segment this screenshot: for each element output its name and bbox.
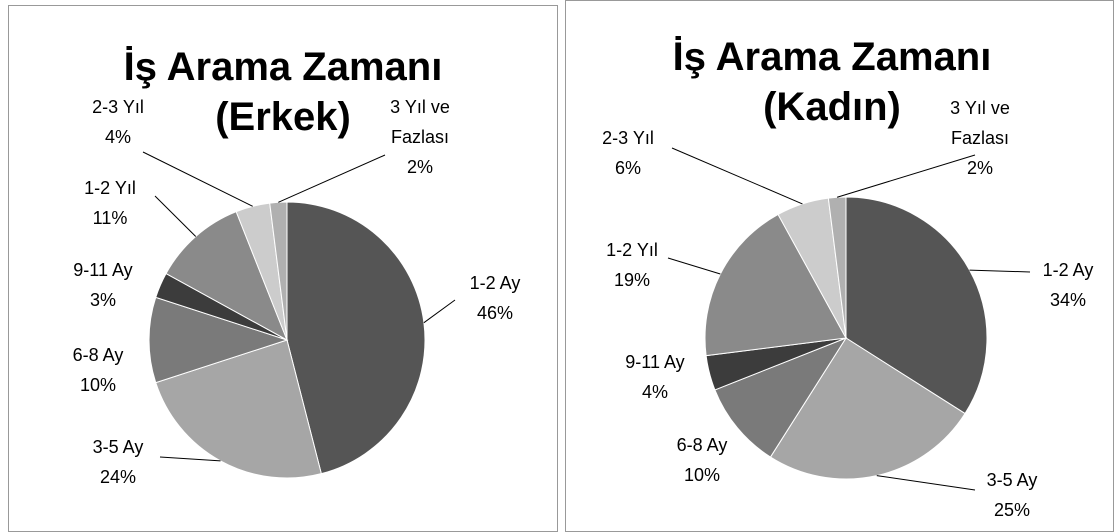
leader-line xyxy=(154,195,197,237)
slice-category: 1-2 Yıl xyxy=(84,178,136,198)
slice-category: 1-2 Ay xyxy=(1042,260,1094,280)
slice-category: 6-8 Ay xyxy=(72,345,124,365)
slice-category: 1-2 Yıl xyxy=(606,240,658,260)
slice-percent: 10% xyxy=(79,375,117,395)
chart-title: İş Arama Zamanı (Kadın) xyxy=(672,35,992,129)
slice-category: 3 Yıl ve Fazlası xyxy=(950,98,1010,148)
leader-line xyxy=(969,269,1031,273)
slice-percent: 4% xyxy=(641,382,668,402)
slice-percent: 11% xyxy=(92,208,128,228)
leader-line xyxy=(142,151,253,207)
slice-category: 2-3 Yıl xyxy=(602,128,654,148)
pie-slice xyxy=(704,213,847,357)
slice-category: 3-5 Ay xyxy=(92,437,144,457)
slice-percent: 6% xyxy=(614,158,641,178)
slice-percent: 46% xyxy=(476,303,514,323)
pie-slice xyxy=(769,337,966,480)
slice-category: 1-2 Ay xyxy=(469,273,521,293)
leader-line xyxy=(159,456,221,462)
slice-percent: 25% xyxy=(993,500,1031,520)
chart-title: İş Arama Zamanı (Erkek) xyxy=(123,45,443,139)
slice-category: 6-8 Ay xyxy=(676,435,728,455)
pie-slice xyxy=(148,296,289,384)
pie-slice xyxy=(286,201,426,475)
slice-category: 2-3 Yıl xyxy=(92,97,144,117)
pie-slice xyxy=(714,336,848,458)
slice-percent: 19% xyxy=(613,270,651,290)
pie-slice xyxy=(845,196,988,415)
leader-line xyxy=(876,475,976,491)
leader-line xyxy=(278,154,386,203)
slice-percent: 24% xyxy=(99,467,137,487)
slice-category: 9-11 Ay xyxy=(73,260,133,280)
slice-category: 3 Yıl ve Fazlası xyxy=(390,97,450,147)
slice-percent: 4% xyxy=(104,127,131,147)
leader-line xyxy=(836,154,976,198)
slice-percent: 34% xyxy=(1049,290,1087,310)
slice-category: 3-5 Ay xyxy=(986,470,1038,490)
slice-percent: 2% xyxy=(966,158,993,178)
slice-percent: 10% xyxy=(683,465,721,485)
pie-slice xyxy=(827,196,847,339)
pie-slice xyxy=(165,211,288,342)
slice-category: 9-11 Ay xyxy=(625,352,685,372)
slice-percent: 3% xyxy=(89,290,116,310)
leader-line xyxy=(667,257,721,275)
slice-percent: 2% xyxy=(406,157,433,177)
leader-line xyxy=(671,147,803,205)
leader-line xyxy=(423,299,456,324)
